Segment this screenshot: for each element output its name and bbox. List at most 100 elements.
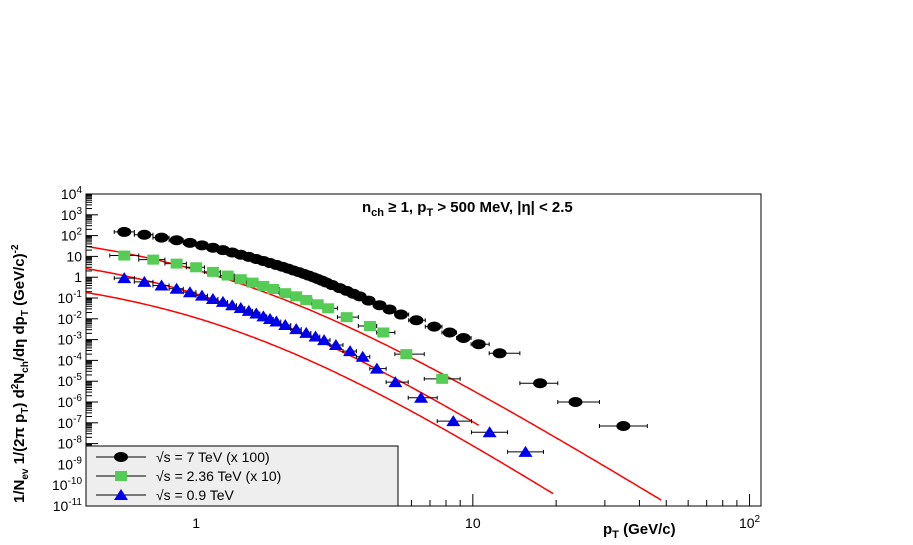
data-point	[328, 339, 343, 351]
data-point	[436, 373, 449, 384]
data-point	[117, 272, 132, 284]
data-point	[137, 275, 152, 287]
data-point	[482, 426, 497, 438]
data-point	[456, 332, 471, 343]
data-point	[114, 489, 128, 500]
data-point	[382, 304, 397, 315]
data-point	[340, 312, 353, 323]
data-point	[400, 349, 413, 360]
data-point	[446, 415, 461, 427]
data-point	[364, 321, 377, 332]
y-tick-label: 10-1	[58, 289, 83, 306]
data-point	[409, 315, 424, 326]
data-point	[492, 348, 507, 359]
x-tick-label: 1	[192, 515, 200, 531]
data-point	[267, 284, 280, 295]
data-point	[300, 295, 313, 306]
data-point	[246, 277, 259, 288]
data-point	[114, 452, 128, 462]
data-point	[115, 471, 127, 481]
data-point	[427, 321, 442, 332]
data-point	[278, 319, 293, 331]
series-points	[113, 226, 648, 432]
data-point	[137, 229, 152, 240]
data-point	[194, 289, 209, 301]
data-point	[369, 362, 384, 374]
legend: √s = 7 TeV (x 100) √s = 2.36 TeV (x 10) √s…	[85, 445, 399, 507]
data-point	[182, 286, 197, 298]
data-point	[269, 315, 284, 327]
data-point	[194, 240, 209, 251]
data-point	[233, 302, 248, 314]
x-tick-label: 10	[465, 515, 481, 531]
data-point	[279, 288, 292, 299]
x-axis-title: pT (GeV/c)	[603, 521, 676, 541]
data-point	[147, 254, 160, 265]
data-point	[118, 250, 131, 261]
y-axis-title: 1/Nev 1/(2π pT) d2Nch/dη dpT (GeV/c)-2	[10, 244, 31, 503]
y-tick-label: 10-8	[58, 435, 83, 452]
y-tick-label: 104	[61, 185, 83, 202]
legend-label: √s = 0.9 TeV	[156, 487, 235, 503]
data-point	[225, 299, 240, 311]
legend-entry: √s = 2.36 TeV (x 10)	[96, 468, 281, 484]
selection-annotation: nch ≥ 1, pT > 500 MeV, |η| < 2.5	[362, 199, 573, 219]
legend-entry: √s = 0.9 TeV	[96, 487, 235, 503]
data-point	[343, 345, 358, 357]
data-point	[442, 327, 457, 338]
y-tick-label: 10-2	[58, 310, 83, 327]
data-point	[289, 323, 304, 335]
data-point	[182, 237, 197, 248]
data-point	[471, 339, 486, 350]
data-points	[109, 226, 648, 457]
fit-curve	[86, 291, 554, 495]
data-point	[414, 391, 429, 403]
legend-entry: √s = 7 TeV (x 100)	[96, 449, 270, 465]
y-tick-label: 10-4	[58, 351, 83, 368]
data-point	[205, 292, 220, 304]
y-tick-label: 10-10	[52, 476, 82, 493]
data-point	[290, 291, 303, 302]
y-tick-label: 10-11	[53, 497, 83, 514]
data-point	[215, 295, 230, 307]
y-tick-label: 10-6	[58, 393, 83, 410]
data-point	[388, 376, 403, 388]
data-point	[361, 295, 376, 306]
data-point	[311, 299, 324, 310]
y-tick-label: 10-5	[58, 372, 83, 389]
data-point	[190, 262, 203, 273]
data-point	[257, 280, 270, 291]
data-point	[322, 303, 335, 314]
data-point	[355, 350, 370, 362]
series-points	[109, 250, 461, 384]
y-tick-label: 10-9	[58, 455, 83, 472]
data-point	[170, 258, 183, 269]
data-point	[308, 330, 323, 342]
data-point	[299, 326, 314, 338]
data-point	[518, 445, 533, 457]
data-point	[169, 282, 184, 294]
y-tick-label: 102	[61, 227, 83, 244]
data-point	[568, 397, 583, 407]
data-point	[616, 421, 631, 432]
data-point	[154, 232, 169, 243]
legend-label: √s = 7 TeV (x 100)	[156, 449, 270, 465]
legend-label: √s = 2.36 TeV (x 10)	[156, 468, 281, 484]
y-tick-label: 10	[66, 248, 82, 264]
y-tick-label: 1	[74, 269, 82, 285]
data-point	[169, 235, 184, 246]
data-point	[393, 309, 408, 320]
data-point	[234, 274, 247, 285]
data-point	[117, 226, 132, 237]
series-points	[113, 272, 544, 457]
data-point	[221, 270, 234, 281]
y-tick-label: 103	[61, 206, 83, 223]
y-tick-label: 10-7	[58, 414, 83, 431]
x-tick-label: 102	[739, 514, 761, 531]
y-tick-label: 10-3	[58, 331, 83, 348]
data-point	[154, 279, 169, 291]
data-point	[533, 378, 548, 389]
data-point	[377, 327, 390, 338]
data-point	[206, 266, 219, 277]
